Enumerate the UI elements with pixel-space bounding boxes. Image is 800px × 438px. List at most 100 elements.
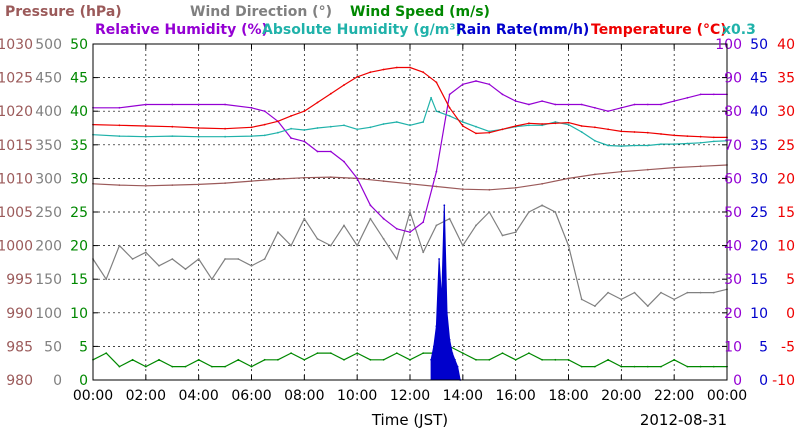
point-absolute-humidity-g-m: [660, 143, 662, 146]
point-wind-speed-m-s: [580, 365, 583, 368]
x-tick-label: 18:00: [548, 388, 588, 404]
point-wind-speed-m-s: [620, 365, 623, 368]
wind_speed-tick-label: 35: [70, 138, 88, 154]
absolute_humidity_rain-tick-label: 10: [750, 306, 768, 322]
point-wind-speed-m-s: [118, 365, 121, 368]
point-absolute-humidity-g-m: [488, 130, 491, 133]
x-tick-label: 16:00: [495, 388, 535, 404]
point-pressure-hpa: [541, 182, 543, 185]
point-absolute-humidity-g-m: [699, 141, 702, 144]
point-wind-direction: [633, 291, 636, 294]
point-rain-rate-mm-h: [446, 311, 448, 314]
point-relative-humidity: [250, 106, 253, 109]
point-relative-humidity: [607, 110, 609, 113]
point-relative-humidity: [673, 100, 676, 102]
point-wind-speed-m-s: [369, 358, 372, 361]
x-tick-label: 02:00: [126, 388, 166, 404]
point-wind-direction: [263, 258, 266, 260]
pressure-tick-label: 1020: [0, 104, 33, 120]
wind_direction-tick-label: 250: [35, 205, 62, 221]
point-wind-speed-m-s: [660, 365, 662, 368]
temperature-tick-label: -5: [781, 339, 795, 355]
point-pressure-hpa: [461, 188, 464, 191]
pressure-tick-label: 990: [6, 306, 33, 322]
point-wind-direction: [382, 238, 385, 240]
point-absolute-humidity-g-m: [475, 125, 477, 128]
point-wind-direction: [356, 244, 359, 247]
point-relative-humidity: [646, 103, 649, 106]
point-temperature-c: [528, 122, 530, 125]
temperature-tick-label: 40: [777, 37, 795, 53]
point-wind-direction: [224, 258, 227, 260]
point-relative-humidity: [118, 106, 121, 109]
wind_speed-tick-label: 10: [70, 306, 88, 322]
point-pressure-hpa: [699, 165, 702, 168]
point-wind-speed-m-s: [131, 358, 134, 361]
point-temperature-c: [699, 135, 702, 138]
point-absolute-humidity-g-m: [673, 143, 676, 146]
point-wind-speed-m-s: [144, 365, 147, 368]
point-relative-humidity: [435, 170, 438, 173]
point-pressure-hpa: [514, 186, 517, 189]
point-wind-direction: [594, 305, 596, 307]
point-absolute-humidity-g-m: [144, 135, 147, 138]
point-wind-direction: [461, 244, 464, 247]
x-tick-label: 10:00: [337, 388, 377, 404]
point-wind-speed-m-s: [528, 352, 530, 354]
point-wind-direction: [686, 291, 689, 294]
point-pressure-hpa: [620, 170, 623, 173]
point-relative-humidity: [422, 221, 425, 224]
wind_speed-tick-label: 30: [70, 171, 88, 187]
point-relative-humidity: [514, 100, 517, 102]
point-absolute-humidity-g-m: [580, 131, 583, 133]
point-wind-direction: [554, 211, 557, 213]
point-wind-speed-m-s: [699, 365, 702, 368]
point-relative-humidity: [303, 140, 306, 143]
point-pressure-hpa: [224, 182, 227, 185]
point-temperature-c: [620, 130, 623, 133]
point-wind-direction: [488, 211, 491, 213]
absolute_humidity_rain-tick-label: 50: [750, 37, 768, 53]
wind_direction-tick-label: 200: [35, 239, 62, 255]
point-absolute-humidity-g-m: [448, 115, 451, 117]
point-wind-speed-m-s: [501, 352, 504, 354]
point-pressure-hpa: [488, 188, 491, 191]
point-wind-speed-m-s: [224, 365, 227, 368]
relative_humidity-tick-label: 70: [724, 138, 742, 154]
point-wind-speed-m-s: [211, 365, 213, 368]
x-tick-label: 14:00: [443, 388, 483, 404]
relative_humidity-tick-label: 50: [724, 205, 742, 221]
point-relative-humidity: [356, 177, 359, 180]
point-wind-direction: [329, 244, 332, 247]
wind_speed-tick-label: 45: [70, 71, 88, 87]
point-temperature-c: [594, 126, 596, 129]
point-absolute-humidity-g-m: [369, 126, 372, 129]
point-absolute-humidity-g-m: [118, 135, 121, 138]
point-wind-direction: [211, 278, 213, 281]
relative_humidity-tick-label: 10: [724, 339, 742, 355]
point-rain-rate-mm-h: [448, 338, 451, 341]
pressure-tick-label: 1005: [0, 205, 33, 221]
wind_direction-tick-label: 450: [35, 71, 62, 87]
point-wind-speed-m-s: [263, 358, 266, 361]
point-absolute-humidity-g-m: [633, 144, 636, 147]
legend-entry: x0.3: [722, 22, 756, 38]
point-pressure-hpa: [646, 168, 649, 171]
point-temperature-c: [686, 135, 689, 138]
point-wind-direction: [303, 217, 306, 220]
point-absolute-humidity-g-m: [620, 145, 623, 148]
point-temperature-c: [369, 71, 372, 74]
x-axis-label: Time (JST): [371, 411, 448, 429]
point-relative-humidity: [699, 93, 702, 96]
point-temperature-c: [435, 81, 438, 84]
point-absolute-humidity-g-m: [567, 123, 570, 126]
wind_speed-tick-label: 40: [70, 104, 88, 120]
point-temperature-c: [660, 133, 662, 135]
point-temperature-c: [554, 122, 557, 125]
point-temperature-c: [409, 66, 411, 69]
point-pressure-hpa: [277, 178, 279, 181]
point-relative-humidity: [382, 217, 385, 220]
temperature-tick-label: 35: [777, 71, 795, 87]
legend-entry: Pressure (hPa): [5, 4, 122, 20]
